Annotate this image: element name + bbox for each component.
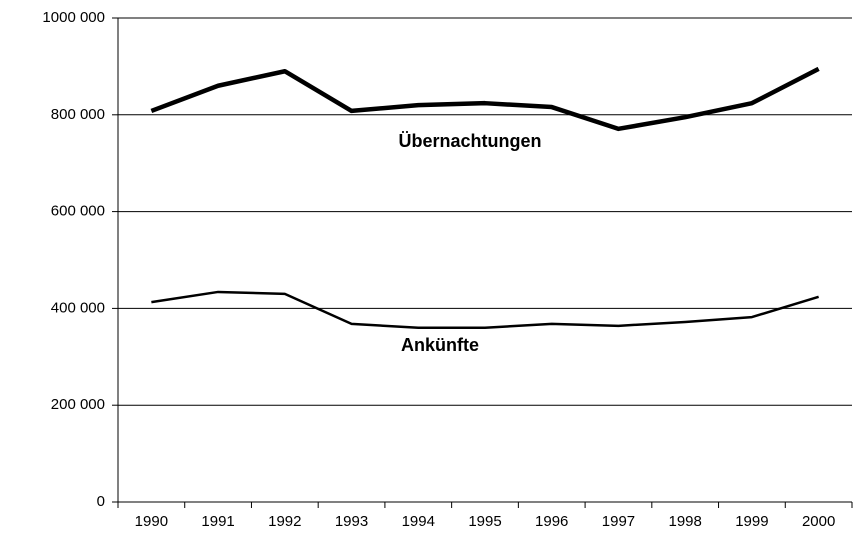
series-label: Ankünfte (401, 335, 479, 355)
x-tick-label: 1999 (735, 513, 768, 530)
x-tick-label: 1992 (268, 513, 301, 530)
x-tick-label: 1995 (468, 513, 501, 530)
x-tick-label: 1998 (668, 513, 701, 530)
y-tick-label: 1000 000 (42, 9, 105, 26)
series-line (150, 66, 820, 132)
x-tick-label: 2000 (802, 513, 835, 530)
y-tick-label: 800 000 (51, 106, 105, 123)
y-tick-label: 400 000 (51, 299, 105, 316)
series-line (151, 290, 820, 330)
series-label: Übernachtungen (398, 131, 541, 151)
x-tick-label: 1994 (402, 513, 435, 530)
x-tick-label: 1996 (535, 513, 568, 530)
y-tick-label: 600 000 (51, 203, 105, 220)
x-tick-label: 1997 (602, 513, 635, 530)
x-tick-label: 1990 (135, 513, 168, 530)
x-tick-label: 1993 (335, 513, 368, 530)
y-tick-label: 0 (97, 493, 105, 510)
x-tick-label: 1991 (201, 513, 234, 530)
y-tick-label: 200 000 (51, 396, 105, 413)
